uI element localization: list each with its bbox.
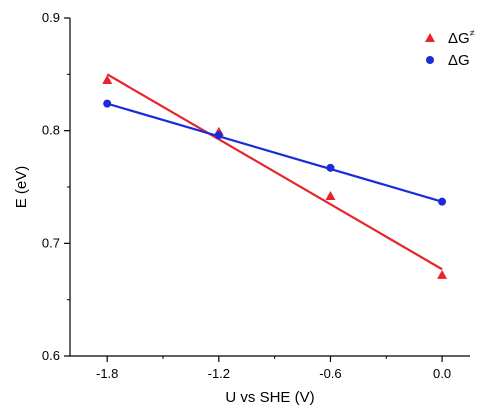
y-tick-label: 0.6 [42,348,60,363]
x-tick-label: -0.6 [319,366,341,381]
legend-label-sup: ≠ [470,28,475,38]
legend-label-main: ΔG [448,30,470,47]
x-tick-label: 0.0 [433,366,451,381]
fit-line [106,102,443,203]
legend-label: ΔG≠ [448,28,475,47]
series-0 [102,73,448,279]
legend-marker [426,56,434,64]
data-point [214,131,223,140]
y-tick-label: 0.7 [42,235,60,250]
legend: ΔG≠ΔG [425,28,475,69]
y-tick-label: 0.9 [42,10,60,25]
y-axis-title: E (eV) [13,166,30,209]
fit-line [106,73,443,271]
data-point [103,99,112,108]
data-point [438,197,447,206]
x-axis: -1.8 -1.2 -0.6 0.0 [96,356,451,381]
x-axis-title: U vs SHE (V) [225,389,314,406]
legend-label-main: ΔG [448,52,470,69]
x-tick-label: -1.2 [208,366,230,381]
legend-label: ΔG [448,52,470,69]
y-axis: 0.6 0.7 0.8 0.9 [42,10,70,363]
series-layer [102,73,448,279]
data-point [437,269,448,279]
y-tick-label: 0.8 [42,123,60,138]
plot-area [69,18,470,357]
data-point [102,74,113,84]
data-point [325,191,336,201]
legend-marker [425,33,435,42]
x-tick-label: -1.8 [96,366,118,381]
data-point [326,163,335,172]
series-1 [103,99,447,206]
